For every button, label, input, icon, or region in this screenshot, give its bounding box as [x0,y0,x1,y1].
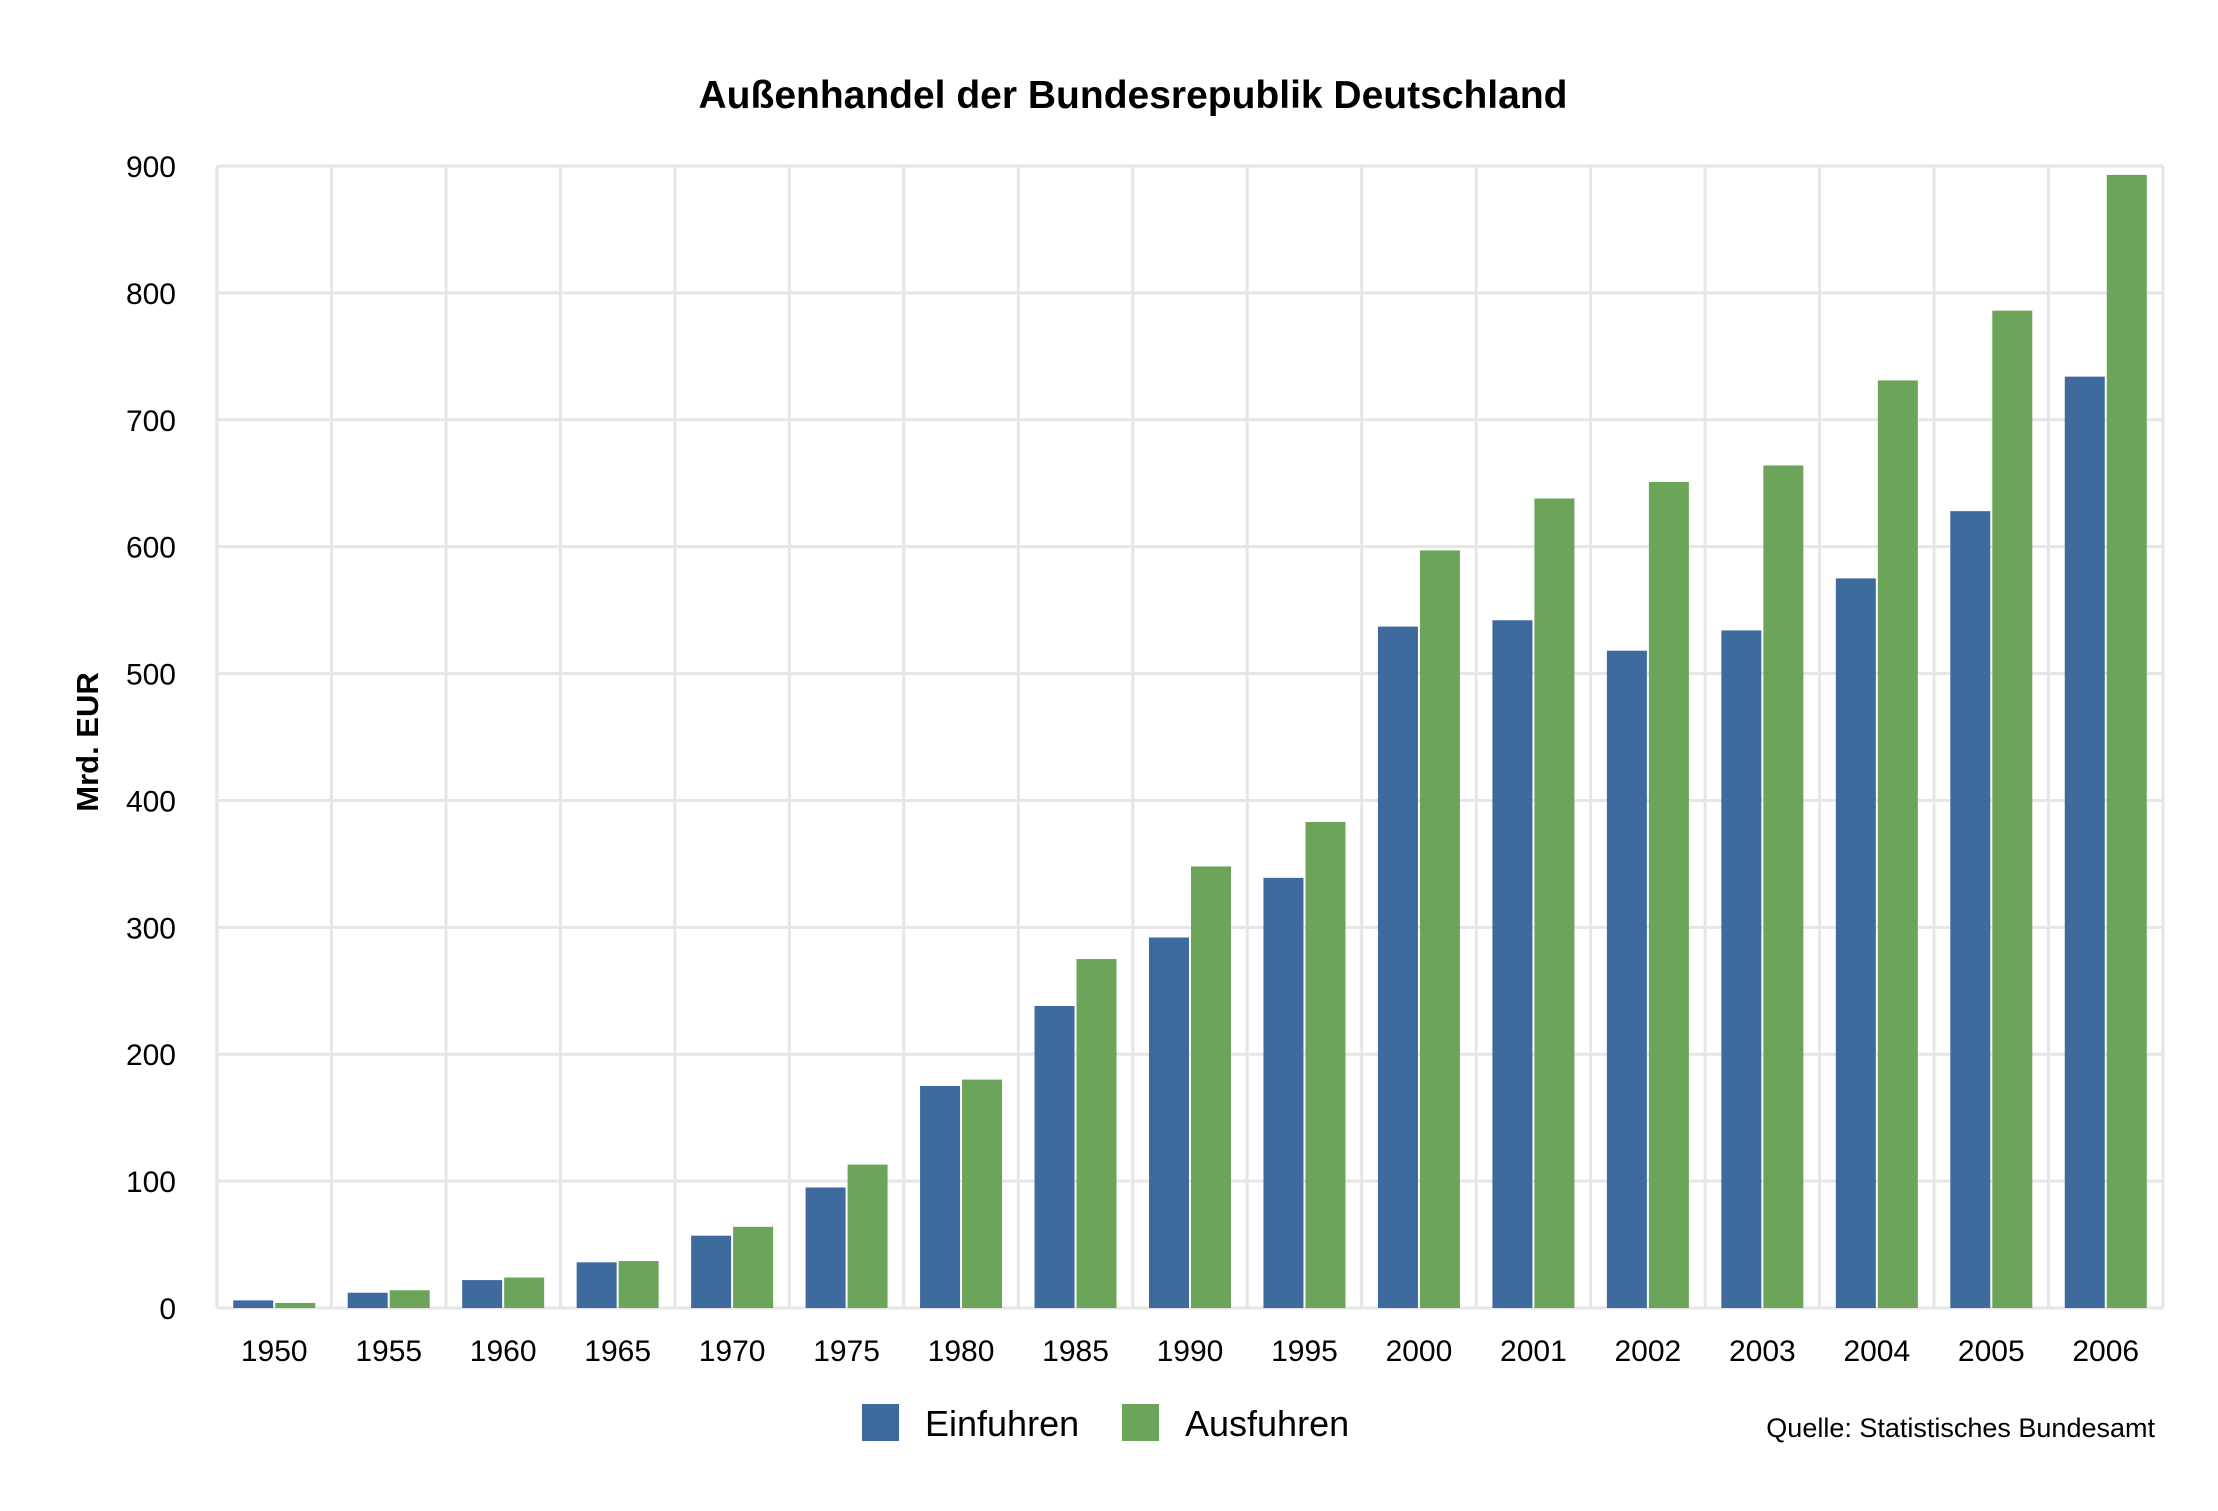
bar-einfuhren-2002 [1606,650,1647,1308]
bar-ausfuhren-1965 [618,1261,659,1308]
x-tick-label: 1995 [1271,1335,1338,1368]
bar-ausfuhren-1995 [1305,822,1346,1308]
bar-ausfuhren-2006 [2106,174,2147,1309]
bar-einfuhren-2001 [1492,620,1533,1308]
bar-einfuhren-1960 [462,1280,503,1308]
grid-layer [215,164,2165,1310]
bar-einfuhren-1985 [1034,1006,1075,1308]
bar-ausfuhren-2004 [1877,380,1918,1308]
x-tick-label: 1950 [241,1335,308,1368]
bar-einfuhren-1980 [920,1085,961,1308]
y-tick-label: 700 [126,405,176,438]
bar-einfuhren-2003 [1721,630,1762,1308]
x-tick-label: 1985 [1042,1335,1109,1368]
bar-ausfuhren-2005 [1992,310,2033,1308]
bar-ausfuhren-1955 [389,1290,430,1308]
y-tick-label: 100 [126,1166,176,1199]
legend-swatch-einfuhren [862,1404,899,1441]
y-tick-label: 900 [126,151,176,184]
bar-einfuhren-1950 [233,1300,274,1308]
bar-einfuhren-1970 [691,1235,732,1308]
bar-ausfuhren-1970 [733,1226,774,1308]
x-tick-label: 2002 [1615,1335,1682,1368]
y-axis-label: Mrd. EUR [70,672,105,812]
y-tick-label: 500 [126,659,176,692]
legend: Einfuhren Ausfuhren [862,1403,1349,1444]
y-tick-label: 600 [126,532,176,565]
x-tick-label: 1965 [584,1335,651,1368]
bar-layer [233,174,2147,1309]
y-tick-label: 0 [159,1293,176,1326]
bar-ausfuhren-1985 [1076,959,1117,1308]
bar-ausfuhren-2003 [1763,465,1804,1308]
x-tick-label: 1975 [813,1335,880,1368]
x-tick-label: 2005 [1958,1335,2025,1368]
chart-title: Außenhandel der Bundesrepublik Deutschla… [699,74,1568,117]
x-tick-label: 1980 [928,1335,995,1368]
y-tick-label: 300 [126,912,176,945]
bar-einfuhren-1975 [805,1187,846,1308]
legend-swatch-ausfuhren [1122,1404,1159,1441]
bar-ausfuhren-1975 [847,1164,888,1308]
legend-label-einfuhren: Einfuhren [925,1403,1079,1444]
bar-einfuhren-1965 [576,1262,617,1308]
bar-ausfuhren-1990 [1191,866,1231,1308]
x-tick-label: 1970 [699,1335,766,1368]
bar-einfuhren-1990 [1149,937,1189,1308]
bar-einfuhren-2006 [2064,376,2105,1308]
y-tick-label: 800 [126,278,176,311]
x-tick-label: 2003 [1729,1335,1796,1368]
x-tick-label: 2000 [1386,1335,1453,1368]
bar-einfuhren-1995 [1263,877,1304,1308]
y-axis-ticks: 0 100 200 300 400 500 600 700 800 900 [126,151,176,1326]
legend-label-ausfuhren: Ausfuhren [1185,1403,1349,1444]
bar-ausfuhren-1960 [504,1277,545,1308]
bar-ausfuhren-2002 [1648,481,1689,1308]
bar-einfuhren-2005 [1950,511,1991,1308]
x-axis-ticks: 1950 1955 1960 1965 1970 1975 1980 1985 1990 1995… [241,1335,2139,1368]
y-tick-label: 200 [126,1039,176,1072]
x-tick-label: 2006 [2072,1335,2139,1368]
x-tick-label: 2001 [1500,1335,1567,1368]
bar-einfuhren-1955 [347,1292,388,1308]
bar-ausfuhren-1950 [275,1302,316,1308]
x-tick-label: 1960 [470,1335,537,1368]
bar-ausfuhren-1980 [962,1079,1003,1308]
y-tick-label: 400 [126,785,176,818]
x-tick-label: 2004 [1843,1335,1910,1368]
x-tick-label: 1955 [355,1335,422,1368]
bar-ausfuhren-2001 [1534,498,1575,1309]
bar-einfuhren-2000 [1377,626,1418,1308]
bar-ausfuhren-2000 [1419,550,1460,1308]
bar-einfuhren-2004 [1835,578,1876,1308]
x-tick-label: 1990 [1157,1335,1224,1368]
source-note: Quelle: Statistisches Bundesamt [1766,1413,2155,1443]
